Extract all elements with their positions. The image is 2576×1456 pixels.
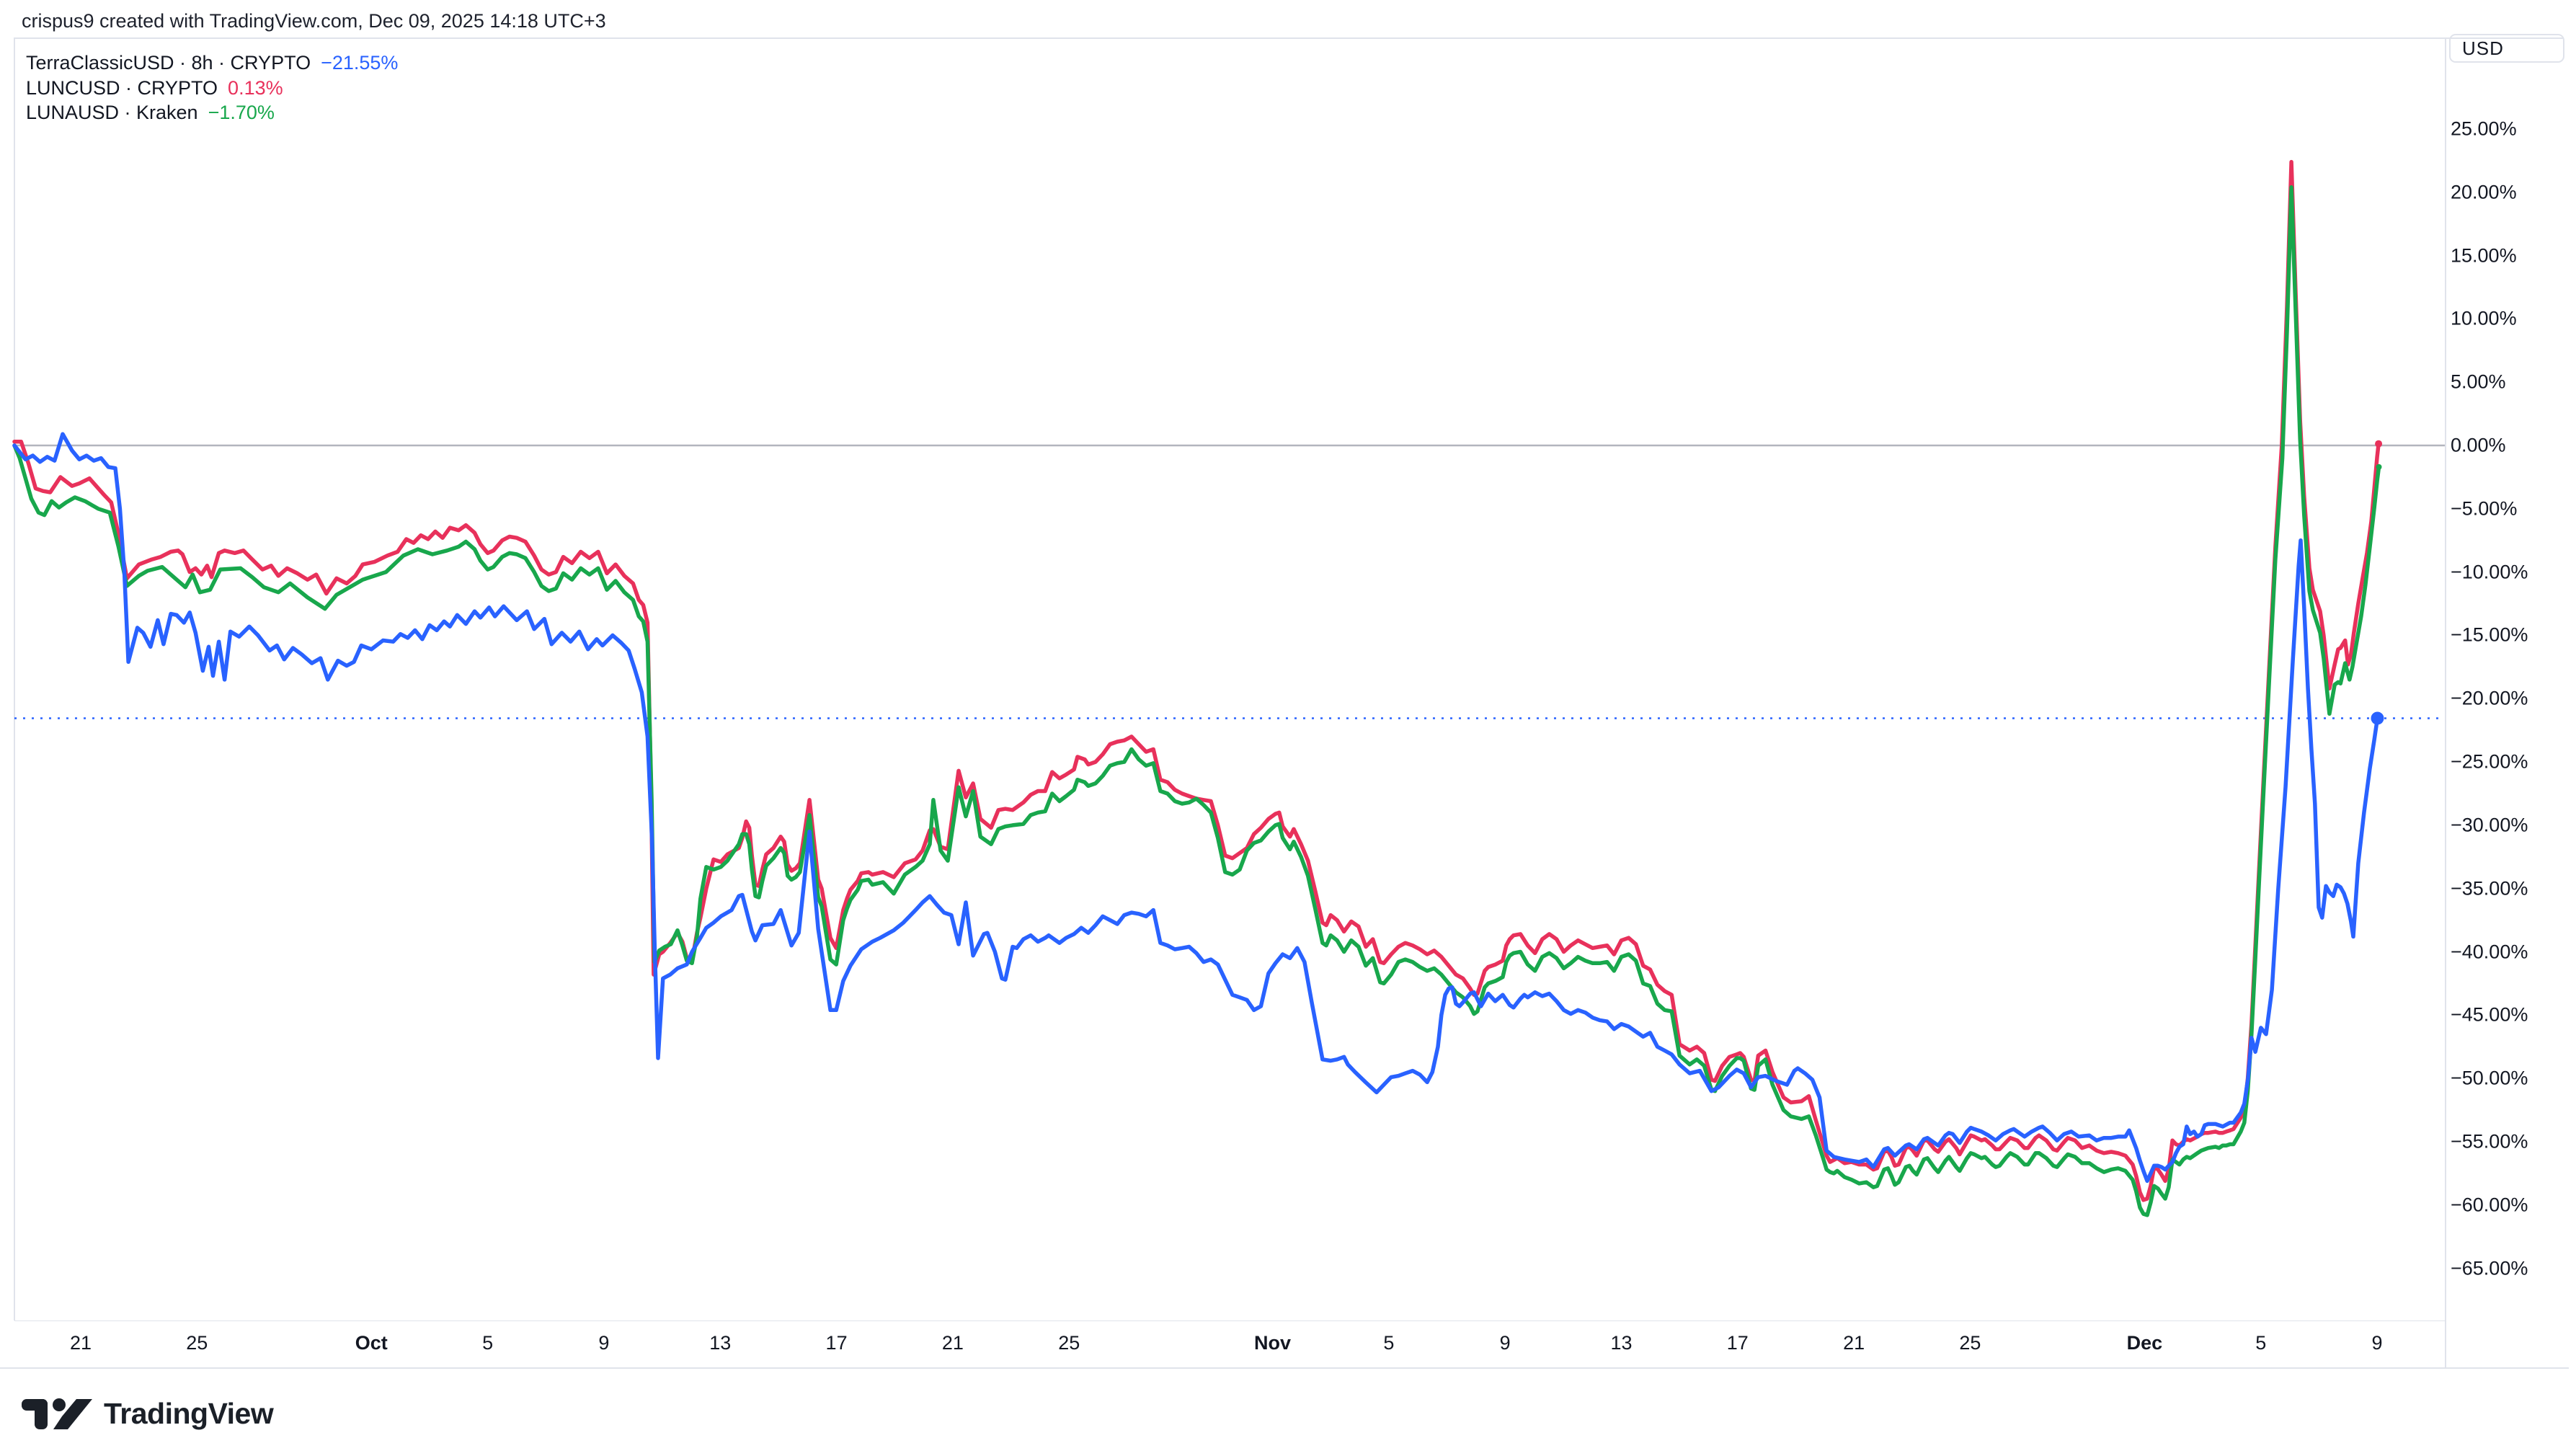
y-axis-label: −30.00%: [2451, 814, 2528, 836]
x-axis-label: 21: [69, 1332, 92, 1354]
y-axis-label: −55.00%: [2451, 1130, 2528, 1153]
tradingview-logo-mark: [22, 1398, 92, 1429]
y-axis-label: 5.00%: [2451, 370, 2506, 393]
chart-bottom-border: [0, 1367, 2569, 1369]
y-axis-label: −5.00%: [2451, 497, 2518, 520]
y-axis-label: 0.00%: [2451, 434, 2506, 456]
x-axis-label: Dec: [2126, 1332, 2163, 1354]
chart-attribution-title: crispus9 created with TradingView.com, D…: [22, 10, 606, 32]
y-axis-label: −50.00%: [2451, 1067, 2528, 1089]
y-axis-label: 15.00%: [2451, 244, 2517, 267]
y-axis-label: −65.00%: [2451, 1257, 2528, 1279]
price-axis-separator[interactable]: [2445, 37, 2446, 1368]
time-axis-separator[interactable]: [14, 1320, 2446, 1321]
y-axis-label: −10.00%: [2451, 561, 2528, 583]
x-axis-label: 21: [941, 1332, 964, 1354]
x-axis-label: Oct: [355, 1332, 388, 1354]
y-axis-label: −15.00%: [2451, 623, 2528, 646]
currency-selector[interactable]: USD: [2449, 34, 2564, 63]
y-axis-label: 10.00%: [2451, 307, 2517, 329]
x-axis-label: 21: [1843, 1332, 1865, 1354]
legend-series-change: 0.13%: [228, 76, 283, 99]
x-axis-label: 17: [1726, 1332, 1749, 1354]
x-axis-label: 5: [2255, 1332, 2267, 1354]
x-axis-label: 9: [598, 1332, 610, 1354]
legend-row-luncusd[interactable]: LUNCUSD · CRYPTO 0.13%: [26, 76, 398, 101]
legend-series-change: −21.55%: [321, 52, 399, 74]
y-axis-label: −35.00%: [2451, 877, 2528, 900]
x-axis-label: 17: [825, 1332, 848, 1354]
series-last-value-marker: [2371, 711, 2384, 725]
tradingview-logo[interactable]: TradingView: [22, 1397, 274, 1431]
y-axis-label: −20.00%: [2451, 687, 2528, 709]
y-axis-label: −25.00%: [2451, 750, 2528, 773]
y-axis-label: −40.00%: [2451, 941, 2528, 963]
x-axis-label: 9: [1499, 1332, 1511, 1354]
y-axis-label: −45.00%: [2451, 1003, 2528, 1026]
legend: TerraClassicUSD · 8h · CRYPTO −21.55% LUN…: [26, 50, 398, 125]
x-axis-label: 25: [186, 1332, 208, 1354]
legend-series-name: LUNAUSD · Kraken: [26, 102, 198, 123]
y-axis-label: 20.00%: [2451, 181, 2517, 203]
currency-label: USD: [2462, 37, 2504, 59]
legend-row-terraclassicusd[interactable]: TerraClassicUSD · 8h · CRYPTO −21.55%: [26, 50, 398, 76]
y-axis-label: 25.00%: [2451, 117, 2517, 140]
x-axis-label: 13: [709, 1332, 732, 1354]
series-line-lunausd[interactable]: [12, 185, 2381, 1217]
x-axis-label: 5: [1383, 1332, 1395, 1354]
x-axis-label: 9: [2371, 1332, 2383, 1354]
pane-left-border: [14, 37, 15, 1320]
x-axis-label: 13: [1610, 1332, 1633, 1354]
x-axis-label: 25: [1058, 1332, 1080, 1354]
y-axis-label: −60.00%: [2451, 1194, 2528, 1216]
x-axis-label: 25: [1959, 1332, 1981, 1354]
legend-series-name: TerraClassicUSD · 8h · CRYPTO: [26, 52, 311, 74]
series-line-terraclassicusd[interactable]: [12, 432, 2380, 1184]
x-axis-label: 5: [482, 1332, 494, 1354]
tradingview-logo-text: TradingView: [104, 1397, 274, 1430]
legend-row-lunausd[interactable]: LUNAUSD · Kraken −1.70%: [26, 100, 398, 125]
series-last-value-marker: [2376, 463, 2382, 470]
x-axis-label: Nov: [1254, 1332, 1292, 1354]
series-line-luncusd[interactable]: [12, 159, 2381, 1202]
legend-series-change: −1.70%: [208, 102, 275, 123]
legend-series-name: LUNCUSD · CRYPTO: [26, 76, 218, 99]
series-last-value-marker: [2375, 440, 2383, 448]
pane-top-border: [14, 37, 2563, 39]
